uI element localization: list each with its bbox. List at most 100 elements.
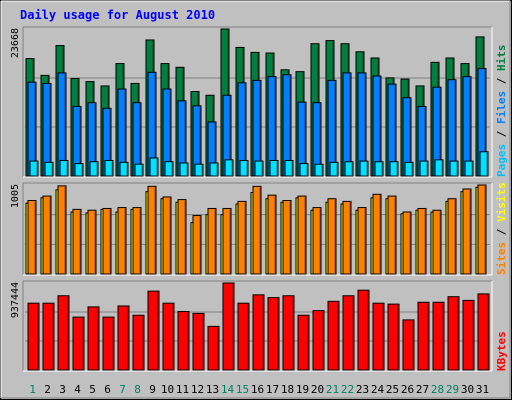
day-label-30: 30 [461, 383, 474, 396]
bar-sites-day-21 [327, 198, 337, 275]
legend-entry: Visits [495, 182, 508, 222]
bar-kbytes-day-2 [42, 302, 55, 371]
bar-pages-day-3 [59, 159, 69, 177]
bar-sites-day-17 [267, 194, 277, 275]
bar-sites-day-27 [417, 207, 427, 275]
hits-files-pages-panel: 23668 Pages / Files / Hits [10, 26, 508, 178]
bar-pages-day-14 [224, 159, 234, 177]
bar-sites-day-1 [27, 199, 37, 275]
bar-pages-day-26 [404, 161, 414, 177]
day-label-3: 3 [59, 383, 66, 396]
bar-pages-day-8 [134, 163, 144, 177]
bar-sites-day-8 [132, 207, 142, 275]
chart-title: Daily usage for August 2010 [20, 8, 215, 22]
day-label-17: 17 [266, 383, 279, 396]
bar-sites-day-19 [297, 195, 307, 275]
bar-pages-day-23 [359, 160, 369, 177]
bar-sites-day-28 [432, 209, 442, 275]
bar-sites-day-9 [147, 185, 157, 275]
bar-kbytes-day-17 [267, 297, 280, 371]
legend-entry: / [495, 71, 508, 91]
bar-kbytes-day-14 [222, 282, 235, 371]
y-max-label: 23668 [10, 28, 21, 58]
legend-entry: Pages [495, 144, 508, 177]
day-label-21: 21 [326, 383, 339, 396]
bar-sites-day-29 [447, 198, 457, 275]
legend-entry: KBytes [495, 331, 508, 371]
bar-kbytes-day-11 [177, 311, 190, 371]
bar-sites-day-24 [372, 193, 382, 275]
series-legend: Pages / Files / Hits [495, 45, 508, 178]
bar-pages-day-2 [44, 161, 54, 177]
bar-kbytes-day-31 [477, 293, 490, 371]
bar-kbytes-day-25 [387, 303, 400, 371]
bar-pages-day-25 [389, 161, 399, 177]
day-label-2: 2 [44, 383, 51, 396]
sites-visits-panel: 1005 Sites / Visits [10, 182, 508, 276]
bar-pages-day-4 [74, 163, 84, 177]
bar-kbytes-day-15 [237, 302, 250, 371]
bar-kbytes-day-22 [342, 295, 355, 371]
day-label-11: 11 [176, 383, 189, 396]
bar-kbytes-day-9 [147, 290, 160, 371]
bar-pages-day-28 [434, 159, 444, 177]
bar-kbytes-day-4 [72, 316, 85, 371]
bar-pages-day-21 [329, 161, 339, 177]
bar-kbytes-day-3 [57, 295, 70, 371]
bar-sites-day-23 [357, 207, 367, 275]
bar-sites-day-13 [207, 207, 217, 275]
day-label-9: 9 [149, 383, 156, 396]
bar-pages-day-9 [149, 157, 159, 177]
bar-pages-day-22 [344, 161, 354, 177]
day-label-5: 5 [89, 383, 96, 396]
bar-pages-day-10 [164, 161, 174, 177]
day-label-25: 25 [386, 383, 399, 396]
bar-kbytes-day-21 [327, 300, 340, 371]
bar-pages-day-13 [209, 162, 219, 177]
day-label-18: 18 [281, 383, 294, 396]
day-label-7: 7 [119, 383, 126, 396]
bar-kbytes-day-26 [402, 319, 415, 371]
y-max-label: 1005 [10, 184, 21, 208]
bar-sites-day-3 [57, 185, 67, 275]
day-label-26: 26 [401, 383, 414, 396]
bar-pages-day-18 [284, 159, 294, 177]
day-label-23: 23 [356, 383, 369, 396]
bar-kbytes-day-29 [447, 296, 460, 371]
bar-pages-day-17 [269, 159, 279, 177]
legend-entry: / [495, 222, 508, 242]
bar-kbytes-day-13 [207, 325, 220, 371]
bar-sites-day-20 [312, 207, 322, 275]
bar-sites-day-10 [162, 196, 172, 275]
bar-kbytes-day-10 [162, 302, 175, 371]
bar-kbytes-day-24 [372, 302, 385, 371]
day-label-24: 24 [371, 383, 385, 396]
day-label-19: 19 [296, 383, 309, 396]
bar-sites-day-31 [477, 184, 487, 275]
bar-kbytes-day-19 [297, 314, 310, 371]
bar-pages-day-27 [419, 160, 429, 177]
bar-kbytes-day-20 [312, 310, 325, 371]
bar-pages-day-24 [374, 161, 384, 177]
day-label-15: 15 [236, 383, 249, 396]
legend-entry: Hits [495, 45, 508, 72]
bar-kbytes-day-23 [357, 289, 370, 371]
bar-pages-day-15 [239, 159, 249, 177]
bar-kbytes-day-7 [117, 305, 130, 371]
bar-kbytes-day-8 [132, 314, 145, 371]
day-label-31: 31 [476, 383, 489, 396]
day-label-29: 29 [446, 383, 459, 396]
series-legend: Sites / Visits [495, 182, 508, 275]
bar-sites-day-7 [117, 207, 127, 275]
bar-pages-day-19 [299, 163, 309, 177]
day-label-20: 20 [311, 383, 324, 396]
day-label-12: 12 [191, 383, 204, 396]
legend-entry: Files [495, 91, 508, 124]
bar-sites-day-25 [387, 195, 397, 275]
bar-pages-day-6 [104, 159, 114, 177]
bar-pages-day-12 [194, 163, 204, 177]
bar-kbytes-day-5 [87, 306, 100, 371]
bar-sites-day-26 [402, 211, 412, 275]
day-label-27: 27 [416, 383, 429, 396]
